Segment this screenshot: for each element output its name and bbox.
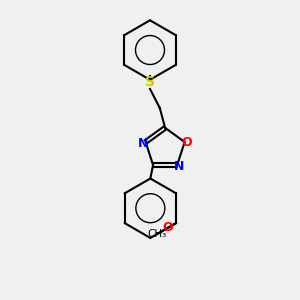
Text: O: O	[162, 221, 173, 234]
Text: N: N	[138, 136, 148, 150]
Text: N: N	[174, 160, 184, 172]
Text: CH₃: CH₃	[148, 229, 167, 239]
Text: S: S	[145, 75, 155, 89]
Text: O: O	[182, 136, 192, 148]
